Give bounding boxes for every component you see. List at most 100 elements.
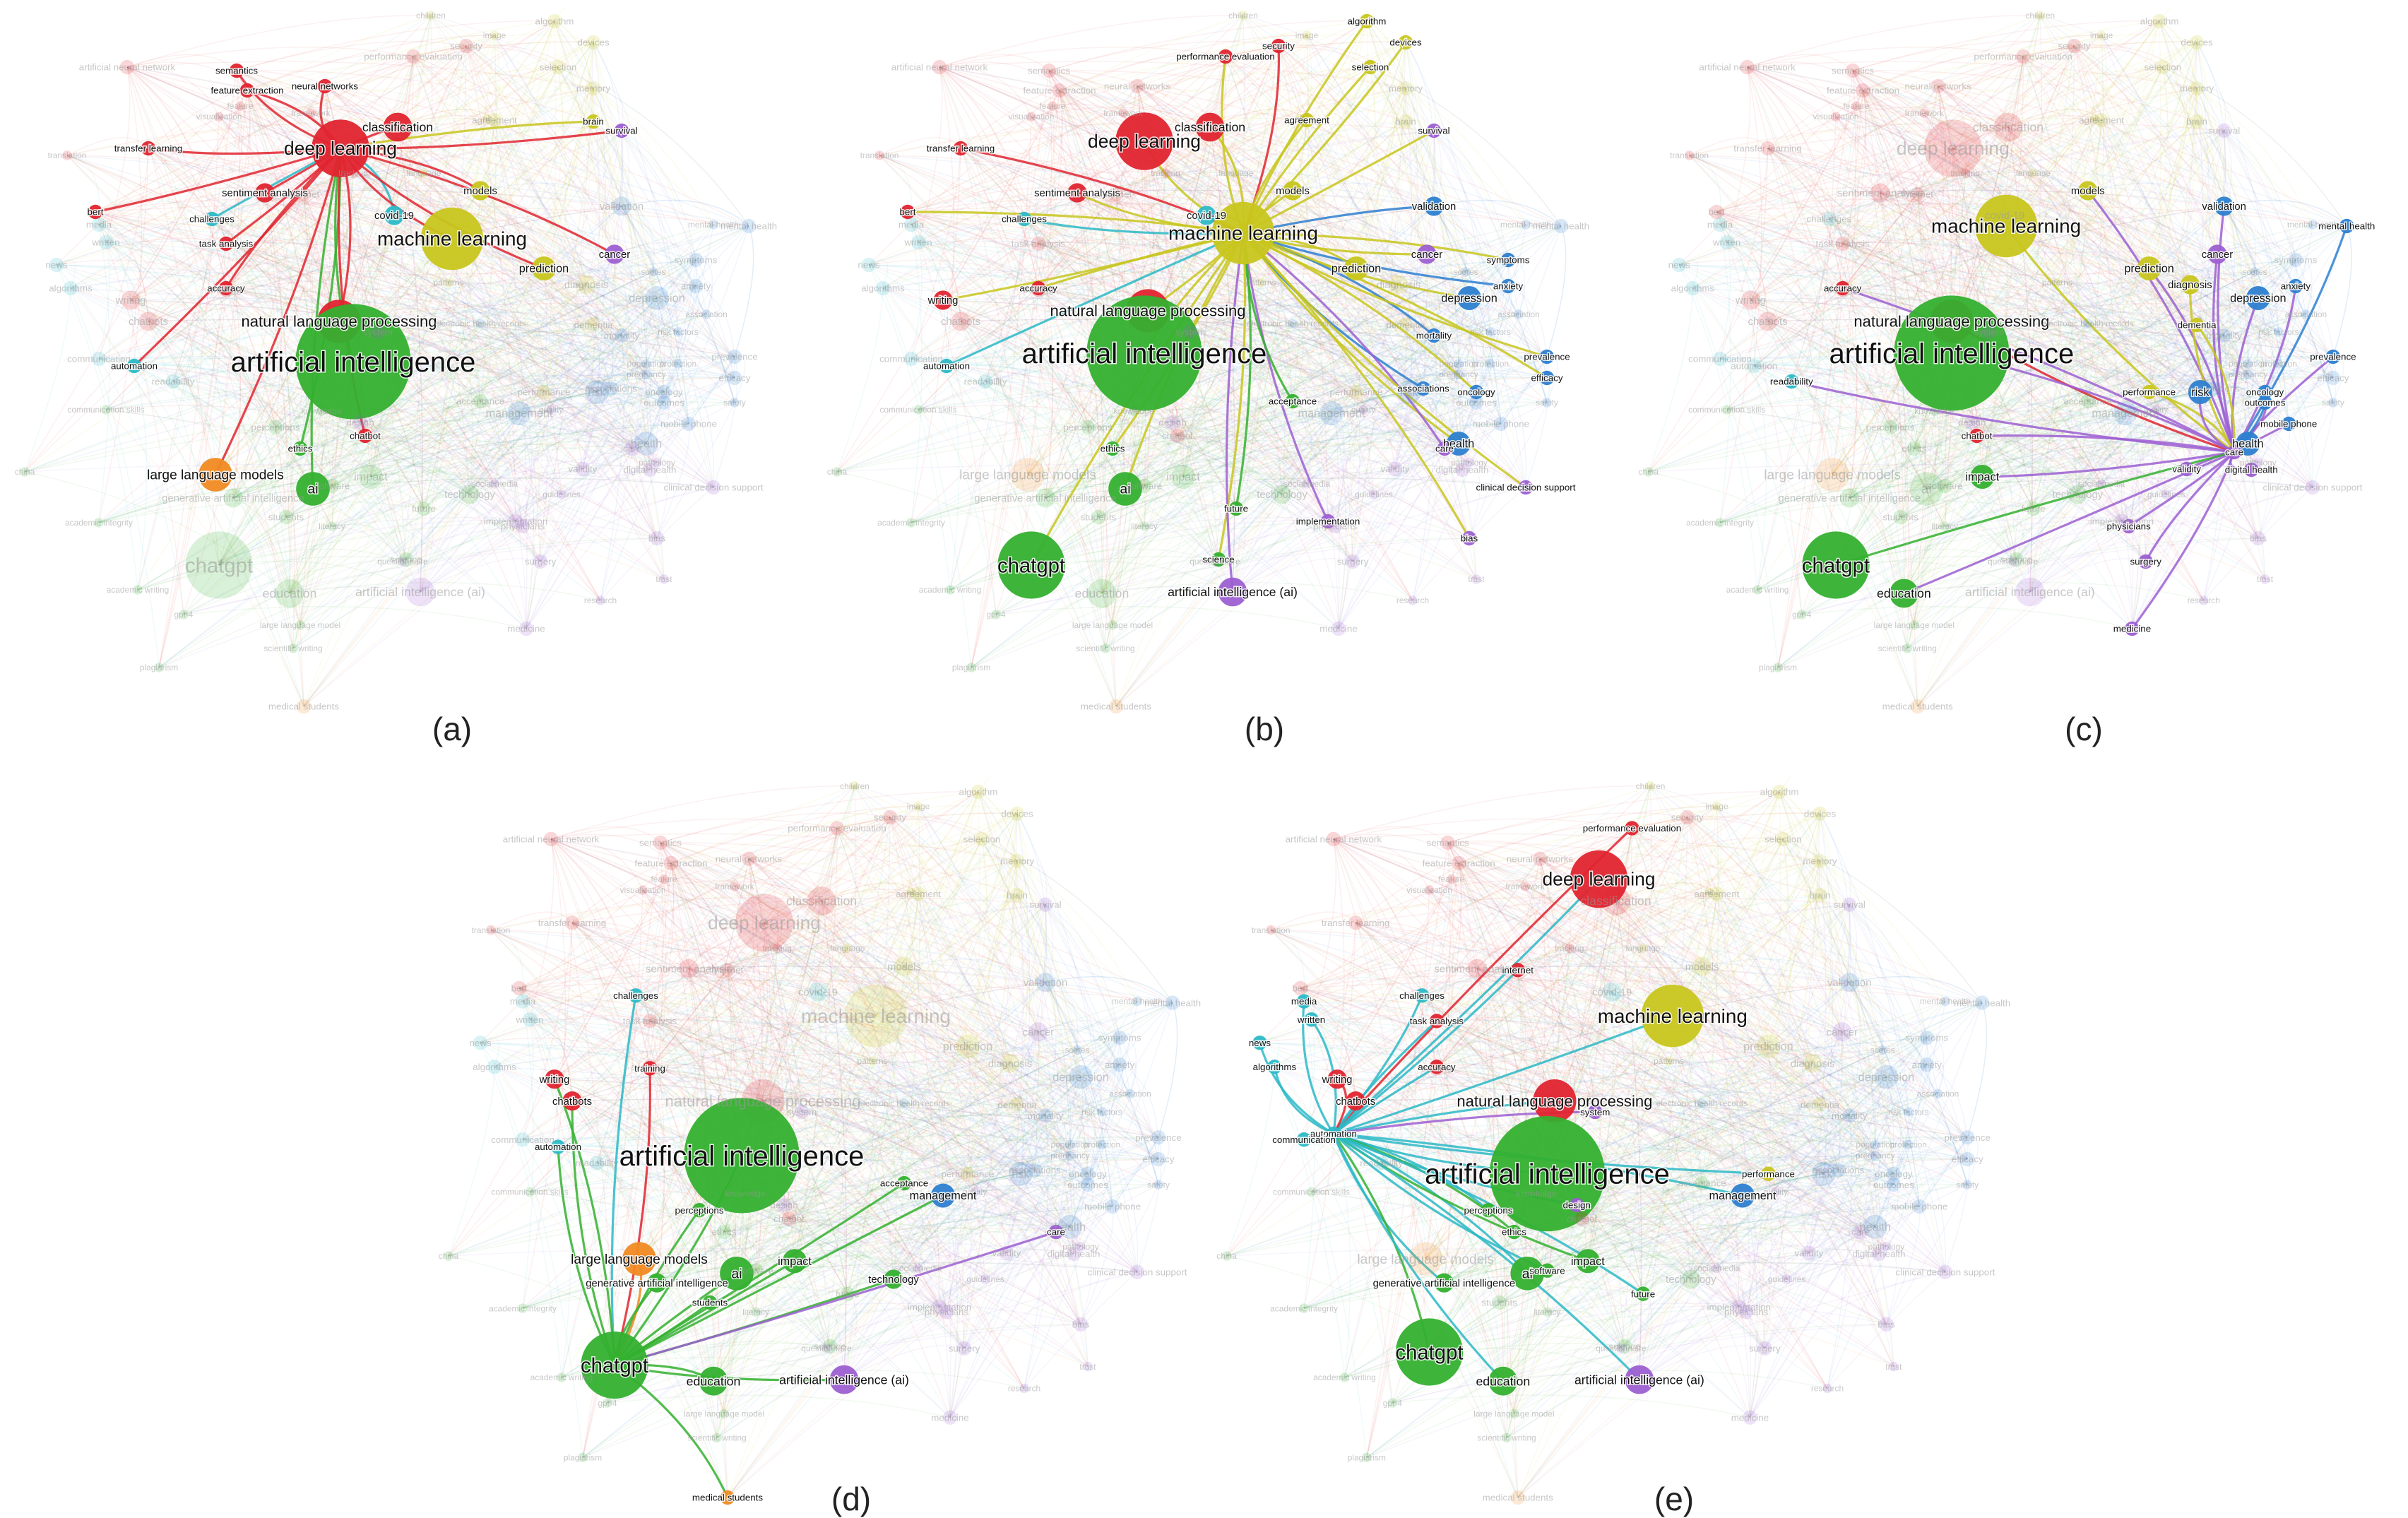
background-link: [1027, 105, 1055, 475]
background-link: [172, 381, 523, 527]
background-link: [130, 300, 314, 490]
background-link: [1835, 116, 1990, 333]
node-children: [2035, 11, 2046, 20]
background-link: [1988, 331, 2126, 414]
background-link: [2196, 121, 2249, 364]
background-link: [1777, 494, 2078, 668]
background-link: [1835, 391, 2265, 566]
background-link: [836, 225, 1562, 473]
background-link: [1692, 35, 2102, 289]
background-link: [1038, 289, 1459, 444]
background-link: [1366, 20, 1548, 403]
node-algorithm: [2152, 13, 2167, 29]
background-link: [586, 130, 623, 285]
background-link: [393, 215, 587, 285]
background-link: [134, 364, 322, 412]
background-link: [529, 838, 554, 1020]
node-tracking: [1161, 168, 1170, 178]
background-link: [1849, 497, 1908, 649]
background-link: [985, 141, 1145, 382]
background-link: [1842, 273, 2296, 290]
background-link: [554, 20, 594, 122]
background-link: [1338, 391, 1477, 629]
background-link: [1750, 42, 2198, 301]
node-label-covid-19: covid-19: [1985, 210, 2024, 222]
background-link: [2033, 331, 2279, 509]
background-link: [543, 375, 612, 393]
background-link: [1829, 172, 2034, 220]
background-link: [1235, 331, 1491, 509]
node-communication: [1712, 351, 1728, 367]
background-link: [614, 130, 630, 255]
background-link: [942, 297, 1435, 336]
background-link: [225, 287, 314, 490]
background-link: [971, 243, 1039, 668]
background-link: [911, 391, 1410, 523]
background-link: [1209, 108, 1307, 128]
background-link: [2148, 268, 2259, 539]
background-link: [1835, 116, 2123, 522]
node-label-artificial-intelligence-ai: artificial intelligence (ai): [1168, 585, 1298, 599]
background-link: [225, 289, 647, 444]
node-label-performance-evaluation: performance evaluation: [1176, 52, 1274, 62]
background-link: [1791, 243, 1844, 382]
background-link: [907, 211, 1262, 283]
node-models: [2078, 181, 2098, 201]
node-label-neural-networks: neural networks: [1104, 81, 1171, 92]
background-link: [393, 215, 422, 593]
background-link: [98, 190, 304, 225]
background-link: [557, 66, 714, 488]
node-label-management: management: [1298, 408, 1365, 420]
node-label-performance: performance: [1330, 387, 1383, 398]
background-link: [465, 45, 615, 255]
background-link: [324, 85, 481, 191]
node-chatgpt: [1802, 531, 1870, 599]
background-link: [2007, 126, 2150, 393]
node-physicians: [515, 518, 530, 534]
background-link: [413, 56, 658, 539]
node-label-system: system: [1175, 327, 1205, 338]
background-link: [105, 409, 516, 522]
node-label-diagnosis: diagnosis: [1377, 280, 1421, 291]
background-link: [515, 468, 583, 522]
background-link: [1716, 211, 2334, 403]
background-link: [550, 838, 1138, 1002]
node-depression: [1457, 286, 1481, 310]
node-machine-learning: [1211, 201, 1275, 265]
background-link: [2155, 66, 2171, 410]
node-label-depression: depression: [2230, 292, 2287, 305]
node-label-tracking: tracking: [1950, 168, 1980, 178]
background-link: [1423, 388, 1477, 580]
node-label-population: population: [627, 359, 666, 369]
background-link: [2224, 130, 2279, 333]
background-link: [312, 323, 481, 490]
background-link: [494, 119, 528, 629]
background-link: [960, 66, 1371, 149]
node-implementation: [508, 514, 523, 529]
background-link: [911, 358, 997, 615]
node-technology: [1272, 485, 1292, 504]
node-label-feature-extraction: feature extraction: [1023, 85, 1096, 96]
background-link: [1182, 476, 1353, 562]
background-link: [960, 321, 1145, 487]
background-link: [1144, 20, 1368, 142]
background-link: [1842, 289, 2214, 389]
node-label-symptoms: symptoms: [2274, 255, 2317, 266]
background-link: [1976, 435, 2123, 522]
background-link: [2015, 121, 2198, 560]
background-link: [465, 45, 735, 379]
background-link: [677, 363, 715, 488]
background-link: [1862, 90, 2205, 601]
background-link: [1405, 88, 1477, 393]
background-link: [303, 448, 633, 707]
node-label-dementia: dementia: [2178, 320, 2217, 331]
background-link: [1981, 130, 2225, 478]
background-link: [264, 192, 583, 470]
background-link: [960, 90, 1060, 149]
node-performance-evaluation: [405, 49, 421, 64]
background-link: [183, 586, 421, 615]
background-link: [397, 126, 654, 273]
background-link: [1719, 483, 1945, 523]
node-label-machine-learning: machine learning: [1168, 223, 1318, 244]
node-label-mental-health: mental-health: [2287, 220, 2338, 230]
